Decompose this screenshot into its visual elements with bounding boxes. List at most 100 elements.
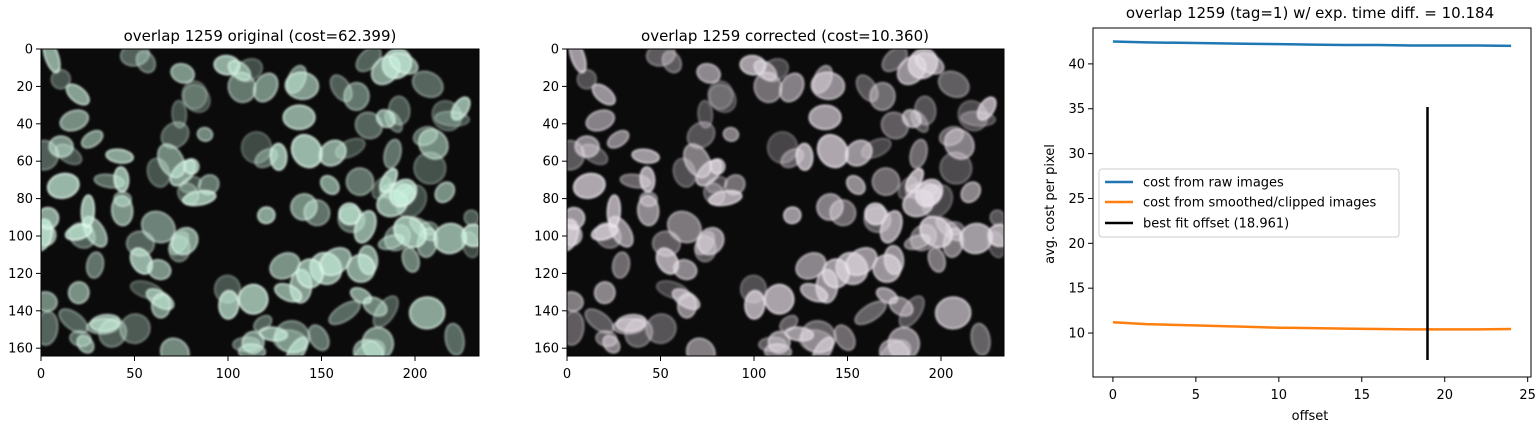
cell-nucleus	[237, 343, 267, 356]
cell-nucleus	[655, 280, 690, 300]
cell-nucleus	[703, 182, 726, 206]
cell-nucleus	[329, 74, 353, 103]
x-tick-label: 200	[929, 367, 954, 382]
y-tick-label: 60	[16, 155, 33, 170]
cell-nucleus	[567, 291, 584, 313]
cell-nucleus	[181, 80, 208, 110]
cell-nucleus	[960, 181, 982, 204]
cell-nucleus	[934, 296, 972, 330]
panel-original: overlap 1259 original (cost=62.399) 0 50 1…	[8, 27, 480, 383]
y-tick-label: 80	[16, 192, 33, 207]
cell-nucleus	[50, 68, 72, 90]
y-tick-label: 140	[8, 304, 33, 319]
cell-nucleus	[879, 210, 903, 244]
cell-nucleus	[113, 166, 130, 193]
cell-nucleus	[345, 167, 375, 197]
chart-xlabel: offset	[1292, 409, 1329, 424]
cell-nucleus	[696, 62, 721, 84]
cell-nucleus	[903, 234, 931, 251]
cell-nucleus	[606, 194, 622, 228]
cell-nucleus	[898, 295, 925, 329]
series-line-smoothed	[1112, 321, 1512, 331]
cell-nucleus	[567, 139, 585, 171]
chart-x-tick-label: 10	[1271, 388, 1288, 403]
panel-original-ticks: 0 50 100 150 200 0 20 40 60 80 100 120 140 160	[8, 43, 427, 383]
cell-nucleus	[284, 71, 320, 100]
chart-y-tick-label: 10	[1068, 327, 1085, 342]
panel-original-frame	[40, 48, 480, 357]
x-tick-label: 50	[652, 367, 669, 382]
y-tick-label: 20	[542, 80, 559, 95]
cell-nucleus	[901, 109, 922, 129]
panel-original-title: overlap 1259 original (cost=62.399)	[124, 27, 397, 45]
cell-nucleus	[388, 52, 419, 75]
cell-nucleus	[105, 148, 134, 164]
cell-nucleus	[177, 182, 200, 206]
cell-nucleus	[338, 202, 361, 226]
cell-nucleus	[879, 339, 912, 356]
chart-x-tick-label: 20	[1436, 388, 1453, 403]
cell-nucleus	[800, 320, 837, 354]
cell-nucleus	[854, 300, 887, 326]
cell-nucleus	[41, 291, 58, 313]
x-tick-label: 150	[309, 367, 334, 382]
y-tick-label: 0	[25, 43, 33, 58]
cell-nucleus	[970, 322, 991, 356]
x-tick-label: 0	[563, 367, 571, 382]
cell-nucleus	[282, 104, 316, 131]
cell-nucleus	[795, 142, 814, 171]
cell-nucleus	[170, 62, 195, 84]
cell-nucleus	[389, 178, 418, 208]
cell-nucleus	[585, 109, 616, 132]
y-tick-label: 40	[16, 117, 33, 132]
cell-nucleus	[795, 252, 827, 280]
panel-original-cells	[41, 49, 479, 356]
x-tick-label: 200	[403, 367, 428, 382]
cell-nucleus	[196, 126, 214, 142]
cell-nucleus	[779, 314, 799, 333]
cell-nucleus	[218, 289, 240, 320]
cell-nucleus	[927, 246, 946, 273]
x-tick-label: 0	[37, 367, 45, 382]
cell-nucleus	[763, 343, 793, 356]
y-tick-label: 160	[534, 342, 559, 357]
cell-nucleus	[125, 230, 155, 257]
cell-nucleus	[639, 166, 656, 193]
cell-nucleus	[328, 300, 361, 326]
chart-title: overlap 1259 (tag=1) w/ exp. time diff. …	[1126, 4, 1494, 22]
cell-nucleus	[408, 296, 446, 330]
panel-corrected-title: overlap 1259 corrected (cost=10.360)	[641, 27, 929, 45]
cell-nucleus	[722, 126, 740, 142]
cell-nucleus	[661, 50, 683, 74]
cell-nucleus	[135, 50, 157, 74]
cell-nucleus	[909, 138, 928, 169]
cell-nucleus	[808, 104, 842, 131]
cell-nucleus	[157, 143, 186, 179]
series-line-raw	[1112, 40, 1512, 48]
y-tick-label: 80	[542, 192, 559, 207]
cell-nucleus	[816, 134, 849, 169]
cell-nucleus	[269, 142, 288, 171]
cell-nucleus	[334, 137, 366, 159]
cell-nucleus	[59, 109, 90, 132]
cell-nucleus	[377, 234, 405, 251]
cell-nucleus	[46, 172, 80, 200]
cell-nucleus	[41, 139, 59, 171]
cell-nucleus	[353, 339, 386, 356]
legend-box	[1098, 168, 1400, 238]
cell-nucleus	[989, 209, 1004, 227]
chart-y-tick-label: 25	[1068, 192, 1085, 207]
chart-ylabel: avg. cost per pixel	[1043, 144, 1058, 264]
cell-nucleus	[860, 137, 892, 159]
cell-nucleus	[800, 282, 829, 303]
cell-nucleus	[371, 176, 392, 200]
cell-nucleus	[170, 227, 199, 256]
cell-nucleus	[235, 58, 264, 83]
legend-label-best-fit: best fit offset (18.961)	[1143, 217, 1289, 232]
cell-nucleus	[590, 223, 619, 241]
cell-nucleus	[595, 330, 618, 348]
y-tick-label: 60	[542, 155, 559, 170]
cell-nucleus	[119, 313, 151, 345]
cell-nucleus	[960, 110, 997, 127]
cell-nucleus	[86, 317, 120, 335]
